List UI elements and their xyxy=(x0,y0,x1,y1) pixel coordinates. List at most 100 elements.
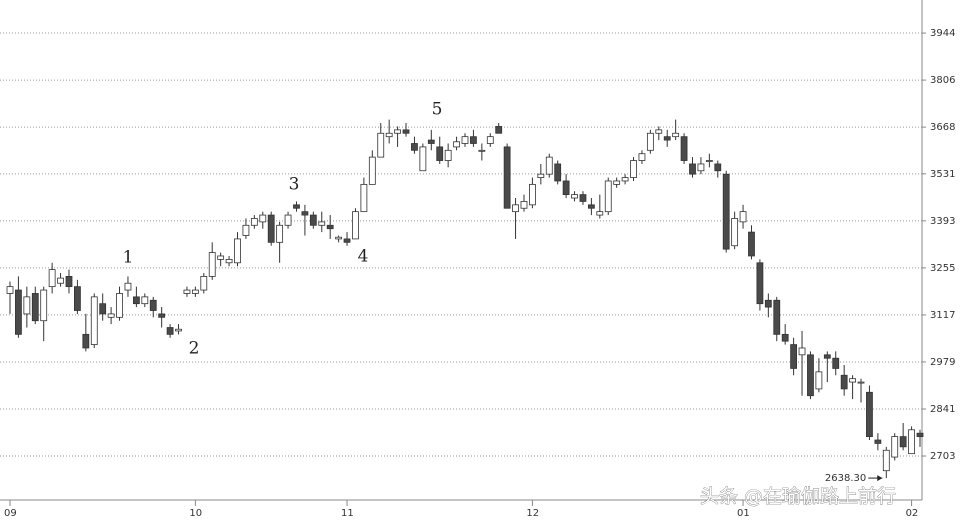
candle-body xyxy=(116,293,123,318)
candle-body xyxy=(520,201,528,209)
candle-body xyxy=(562,180,570,196)
candle-body xyxy=(436,146,444,161)
candle-body xyxy=(722,173,730,250)
y-tick-label: 3944 xyxy=(930,28,955,39)
candle-body xyxy=(82,333,90,349)
candle-body xyxy=(191,289,199,294)
low-label: 2638.30 xyxy=(825,473,866,484)
candle-body xyxy=(638,153,646,161)
candle-body xyxy=(267,214,275,243)
candle-body xyxy=(773,299,781,335)
candle-body xyxy=(807,354,814,397)
x-tick-label: 01 xyxy=(737,508,750,519)
candle-body xyxy=(402,129,410,134)
candle-body xyxy=(453,141,460,148)
candle-body xyxy=(394,129,401,134)
candle-body xyxy=(65,276,73,288)
candle-body xyxy=(840,374,848,390)
candle-body xyxy=(301,211,309,216)
candle-body xyxy=(225,258,233,264)
candle-body xyxy=(756,262,764,305)
candle-body xyxy=(621,177,629,182)
candle-body xyxy=(208,252,216,277)
candle-body xyxy=(23,296,31,315)
candle-body xyxy=(48,269,56,288)
candle-body xyxy=(318,221,326,226)
candle-body xyxy=(478,149,486,152)
candle-body xyxy=(849,378,856,383)
candle-body xyxy=(6,286,14,294)
y-tick-label: 3255 xyxy=(930,263,955,274)
candle-body xyxy=(57,277,64,284)
y-tick-label: 2703 xyxy=(930,451,955,462)
candle-body xyxy=(604,180,612,213)
candle-body xyxy=(731,218,739,247)
candle-body xyxy=(158,313,166,318)
candle-body xyxy=(630,160,637,178)
y-tick-label: 3531 xyxy=(930,169,955,180)
candle-body xyxy=(444,149,452,161)
candle-body xyxy=(276,224,284,243)
candle-body xyxy=(419,146,427,172)
annotation: 5 xyxy=(432,100,443,120)
x-tick-label: 02 xyxy=(906,508,919,519)
candle-body xyxy=(486,136,494,144)
annotation: 4 xyxy=(358,247,369,267)
candle-body xyxy=(217,255,225,260)
candle-body xyxy=(200,276,208,291)
candle-body xyxy=(579,194,587,202)
candle-body xyxy=(461,136,469,144)
candle-body xyxy=(495,126,503,134)
candle-body xyxy=(74,286,81,311)
candle-body xyxy=(798,347,806,356)
candle-body xyxy=(537,173,545,178)
candle-body xyxy=(596,211,604,216)
candle-body xyxy=(680,136,688,161)
candle-body xyxy=(427,139,435,144)
candle-body xyxy=(613,180,621,185)
candle-body xyxy=(655,129,663,134)
candle-body xyxy=(571,194,578,199)
candle-body xyxy=(790,344,798,369)
candle-body xyxy=(554,163,562,182)
candle-body xyxy=(124,282,132,291)
candle-body xyxy=(672,132,680,138)
candle-body xyxy=(587,204,595,209)
x-tick-label: 09 xyxy=(4,508,17,519)
candle-body xyxy=(545,156,553,175)
candle-body xyxy=(242,224,250,236)
candle-body xyxy=(183,289,191,294)
candle-body xyxy=(815,371,823,390)
candle-body xyxy=(377,132,385,158)
candle-body xyxy=(764,299,772,308)
candle-body xyxy=(149,299,157,311)
y-tick-label: 2841 xyxy=(930,404,955,415)
candle-body xyxy=(343,238,351,243)
y-tick-label: 3806 xyxy=(930,75,955,86)
candle-body xyxy=(293,204,300,209)
candle-body xyxy=(411,143,418,151)
low-arrow-head xyxy=(877,475,883,482)
x-tick-label: 10 xyxy=(189,508,202,519)
candle-body xyxy=(360,183,368,213)
candle-body xyxy=(503,146,511,209)
candle-body xyxy=(90,296,98,345)
y-tick-label: 2979 xyxy=(930,357,955,368)
x-tick-label: 11 xyxy=(341,508,354,519)
candle-body xyxy=(166,327,174,335)
candle-body xyxy=(857,381,865,384)
candle-body xyxy=(470,136,477,144)
y-tick-label: 3668 xyxy=(930,122,955,133)
candle-body xyxy=(31,293,39,322)
candle-body xyxy=(908,429,915,455)
annotation: 2 xyxy=(189,339,200,359)
candle-body xyxy=(781,333,789,342)
candle-body xyxy=(234,238,241,264)
candle-body xyxy=(866,391,873,438)
candle-body xyxy=(899,436,907,448)
candle-body xyxy=(739,211,747,223)
candle-body xyxy=(663,136,671,141)
y-tick-label: 3117 xyxy=(930,310,955,321)
